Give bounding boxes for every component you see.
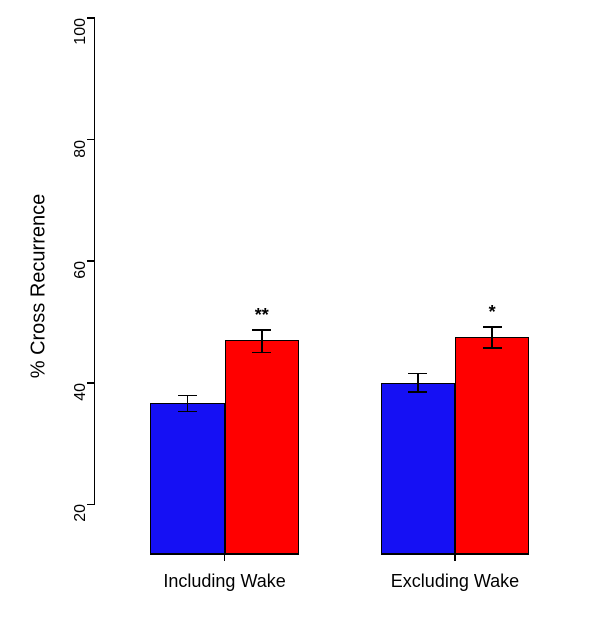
error-bar-cap [178,395,197,397]
x-tick [224,553,226,561]
error-bar-stem [187,396,189,412]
error-bar-cap [252,352,271,354]
y-tick-label: 60 [72,261,90,279]
error-bar-cap [408,391,427,393]
y-tick-label: 80 [72,140,90,158]
bar-blue [150,403,224,553]
y-tick-label: 40 [72,383,90,401]
significance-marker: * [489,302,496,323]
y-tick-label: 20 [72,504,90,522]
y-tick-label: 100 [72,18,90,45]
y-axis-label: % Cross Recurrence [28,193,51,378]
error-bar-cap [483,326,502,328]
cross-recurrence-bar-chart: 20 40 60 80 100 % Cross Recurrence Including W… [0,0,600,623]
x-tick [454,553,456,561]
error-bar-stem [417,374,419,392]
bar-red [455,337,529,553]
error-bar-cap [252,329,271,331]
bar-blue [381,383,455,553]
error-bar-cap [178,411,197,413]
error-bar-stem [261,330,263,352]
error-bar-cap [483,347,502,349]
error-bar-cap [408,373,427,375]
error-bar-stem [491,327,493,348]
significance-marker: ** [255,305,269,326]
bar-red [225,340,299,553]
x-group-label: Including Wake [163,571,285,592]
x-group-label: Excluding Wake [391,571,519,592]
